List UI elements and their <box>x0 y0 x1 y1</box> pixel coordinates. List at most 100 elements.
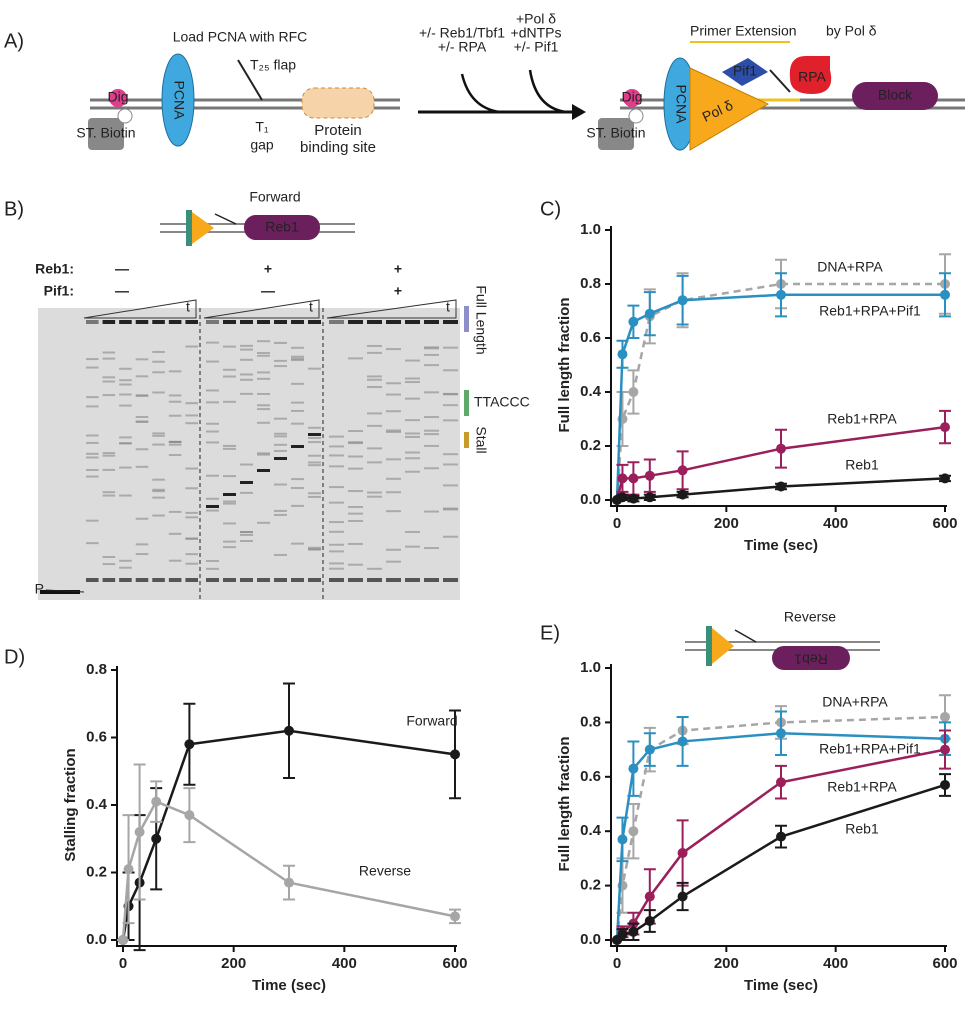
data-point <box>677 736 688 747</box>
gel-band <box>348 563 363 566</box>
x-tick-label: 600 <box>932 955 957 972</box>
gel-band <box>119 379 132 382</box>
gel-band <box>348 455 363 458</box>
gel-band <box>443 346 458 349</box>
gel-band <box>223 400 236 403</box>
y-axis-title: Full length fraction <box>556 737 573 872</box>
gel-band <box>274 457 287 460</box>
marker-label: Stall <box>473 426 489 453</box>
pcna-label: PCNA <box>673 85 689 125</box>
series-label: Reb1+RPA+Pif1 <box>819 741 921 757</box>
gel-band <box>405 419 420 422</box>
gel-band <box>424 353 439 356</box>
gel-band <box>405 530 420 533</box>
data-point <box>644 308 655 319</box>
y-tick-label: 1.0 <box>580 221 601 238</box>
x-tick-label: 200 <box>714 955 739 972</box>
y-tick-label: 0.6 <box>580 768 601 785</box>
gel-band <box>443 369 458 372</box>
gel-band <box>443 535 458 538</box>
gel-band <box>405 470 420 473</box>
gel-band <box>168 441 182 444</box>
gel-band <box>424 429 439 432</box>
gel-band <box>386 430 401 433</box>
gel-band <box>206 341 219 344</box>
series-label: Reb1+RPA <box>827 779 897 795</box>
series-label: Reb1 <box>845 457 879 473</box>
gel-band <box>185 553 198 556</box>
gel-band <box>367 375 382 378</box>
gel-band <box>185 422 198 425</box>
gel-band <box>386 410 401 413</box>
x-axis-title: Time (sec) <box>252 977 326 994</box>
gel-band <box>102 563 116 566</box>
gel-band <box>152 488 165 491</box>
gel <box>38 308 460 600</box>
gel-band <box>274 509 287 512</box>
condition: + <box>394 261 402 277</box>
gel-band <box>257 452 270 455</box>
site-label: Protein binding site <box>300 122 376 156</box>
gel-band <box>291 478 304 481</box>
gel-band <box>329 530 344 533</box>
gel-band <box>240 378 253 381</box>
gel-band <box>405 397 420 400</box>
gel-band <box>424 444 439 447</box>
extension-diagram: Dig ST. Biotin PCNA Pol δ Pif1 RPA Block… <box>586 23 965 151</box>
gel-band <box>386 548 401 551</box>
gel-band <box>308 433 321 436</box>
data-point <box>617 929 628 940</box>
reaction-arrow: +/- Reb1/Tbf1 +/- RPA +Pol δ +dNTPs +/- … <box>418 11 586 120</box>
series-label: DNA+RPA <box>822 694 888 710</box>
data-point <box>450 749 460 760</box>
gel-band <box>274 417 287 420</box>
gel-band <box>168 532 182 535</box>
gel-band <box>240 392 253 395</box>
dig-label: Dig <box>107 89 128 105</box>
gel-band <box>367 424 382 427</box>
data-point <box>628 493 639 504</box>
data-point <box>644 891 655 902</box>
gel-band <box>329 578 344 582</box>
gel-band <box>329 320 344 324</box>
substrate-diagram: PCNA Dig ST. Biotin Load PCNA with RFC T… <box>76 29 400 156</box>
gel-band <box>308 436 321 439</box>
data-point <box>617 834 628 845</box>
extension-label: Primer Extension <box>690 23 797 39</box>
gel-band <box>86 456 99 459</box>
data-point <box>628 763 639 774</box>
gel-band <box>348 430 363 433</box>
gel-band <box>348 578 363 582</box>
y-tick-label: 0.4 <box>580 383 602 400</box>
gel-band <box>329 562 344 565</box>
gel-band <box>152 514 165 517</box>
data-point <box>450 911 460 922</box>
gel-band <box>367 495 382 498</box>
gel-band <box>443 463 458 466</box>
series-label: Forward <box>406 713 457 729</box>
gel-band <box>223 578 236 582</box>
step1-label: +/- RPA <box>438 39 487 55</box>
gel-band <box>424 320 439 324</box>
data-point <box>151 796 162 807</box>
gel-band <box>386 458 401 461</box>
gel-band <box>424 510 439 513</box>
gel-band <box>152 443 165 446</box>
y-tick-label: 0.2 <box>580 877 601 894</box>
series-line <box>616 783 946 941</box>
data-point <box>628 926 639 937</box>
x-tick-label: 0 <box>613 955 621 972</box>
gel-band <box>291 357 304 360</box>
gel-band <box>135 465 149 468</box>
panel-label: D) <box>4 646 25 668</box>
gel-band <box>206 360 219 363</box>
row-label: Reb1: <box>35 261 74 277</box>
gel-band <box>223 546 236 549</box>
gel-band <box>274 553 287 556</box>
x-tick-label: 0 <box>119 955 127 972</box>
gel-band <box>206 389 219 392</box>
protein-label: Reb1 <box>794 651 828 667</box>
time-wedge <box>326 299 457 319</box>
gel-band <box>443 453 458 456</box>
gel-band <box>257 404 270 407</box>
